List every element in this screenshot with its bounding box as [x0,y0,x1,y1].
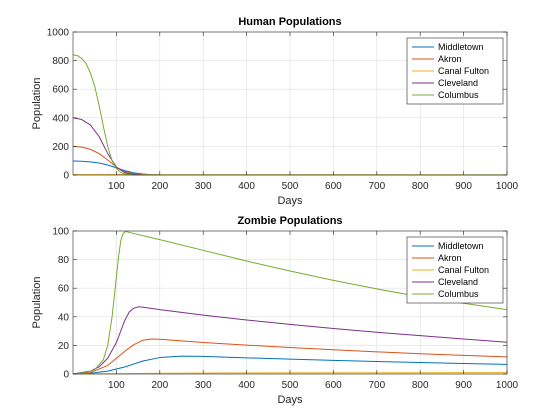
x-tick-label: 300 [195,380,212,391]
y-tick-label: 80 [58,255,70,266]
x-tick-label: 300 [195,181,212,192]
x-tick-label: 900 [455,380,472,391]
zombie-populations-panel: Zombie Populations Days Population 100 20… [31,215,519,406]
x-axis-label: Days [277,195,303,207]
legend-entry: Canal Fulton [438,265,489,275]
y-tick-label: 1000 [47,28,70,39]
y-tick-label: 20 [58,341,70,352]
legend-entry: Akron [438,253,462,263]
legend: Middletown Akron Canal Fulton Cleveland Colu… [406,37,504,105]
y-tick-label: 600 [52,85,69,96]
legend-entry: Cleveland [438,78,478,88]
x-tick-label: 700 [368,181,385,192]
y-tick-label: 200 [52,142,69,153]
x-tick-label: 1000 [496,380,519,391]
series-line-columbus [72,231,508,375]
human-populations-panel: Human Populations Days Population 100 200… [31,16,519,207]
legend-entry: Columbus [438,289,479,299]
x-tick-label: 600 [325,380,342,391]
x-tick-label: 200 [151,181,168,192]
x-tick-label: 500 [282,380,299,391]
x-tick-label: 100 [108,181,125,192]
x-tick-label: 700 [368,380,385,391]
legend-entry: Middletown [438,241,484,251]
series-line-akron [72,338,508,375]
chart-title: Zombie Populations [237,215,342,227]
x-tick-label: 400 [238,181,255,192]
x-tick-label: 600 [325,181,342,192]
legend-entry: Columbus [438,90,479,100]
legend: Middletown Akron Canal Fulton Cleveland Colu… [406,236,504,304]
y-tick-label: 400 [52,113,69,124]
y-tick-label: 100 [52,227,69,238]
x-tick-label: 100 [108,380,125,391]
x-axis-label: Days [277,394,303,406]
legend-entry: Canal Fulton [438,66,489,76]
series-line-cleveland [72,306,508,375]
y-tick-label: 0 [63,171,69,182]
x-tick-label: 900 [455,181,472,192]
chart-title: Human Populations [238,16,341,28]
x-tick-label: 500 [282,181,299,192]
legend-entry: Cleveland [438,277,478,287]
y-axis-label: Population [31,78,43,130]
legend-entry: Middletown [438,42,484,52]
y-tick-label: 40 [58,312,70,323]
x-tick-label: 800 [412,181,429,192]
y-tick-label: 800 [52,56,69,67]
y-tick-label: 0 [63,370,69,381]
y-tick-label: 60 [58,284,70,295]
legend-entry: Akron [438,54,462,64]
x-tick-label: 1000 [496,181,519,192]
x-tick-label: 200 [151,380,168,391]
x-tick-label: 800 [412,380,429,391]
series-line-middletown [72,355,508,375]
y-axis-label: Population [31,277,43,329]
x-tick-label: 400 [238,380,255,391]
